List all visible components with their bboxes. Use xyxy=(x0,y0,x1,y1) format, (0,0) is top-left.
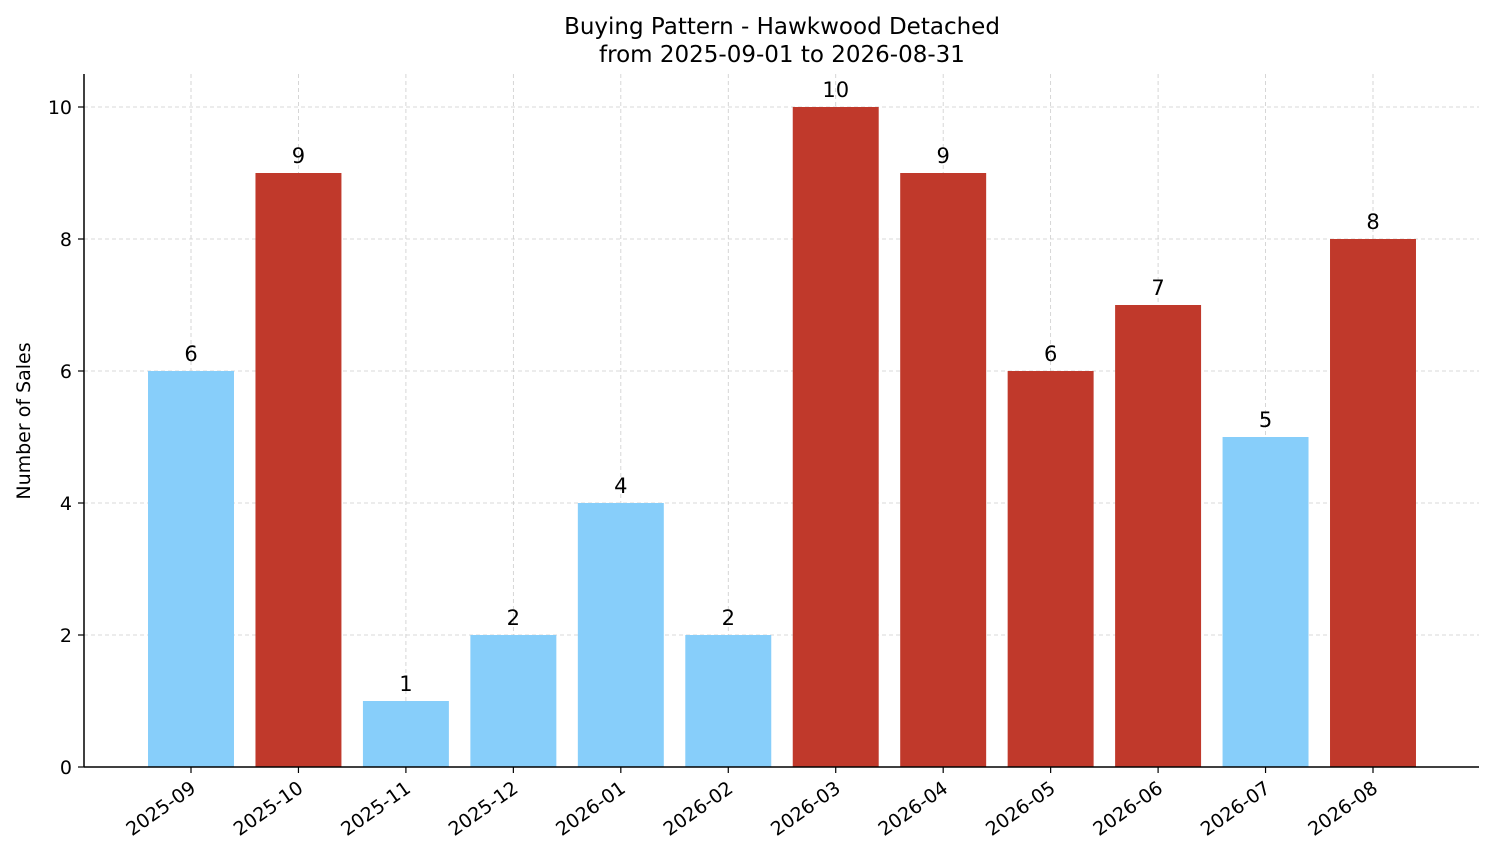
bar xyxy=(1115,305,1202,767)
x-tick-label: 2026-07 xyxy=(1197,777,1275,841)
chart-title: Buying Pattern - Hawkwood Detached xyxy=(564,14,1000,40)
bar-value-label: 5 xyxy=(1259,408,1272,432)
x-tick-label: 2026-01 xyxy=(552,777,630,841)
chart-subtitle: from 2025-09-01 to 2026-08-31 xyxy=(599,42,965,68)
x-tick-label: 2025-11 xyxy=(337,777,415,841)
x-tick-label: 2026-08 xyxy=(1304,777,1382,841)
bar-value-label: 4 xyxy=(614,474,627,498)
bar xyxy=(792,107,879,767)
bar xyxy=(1222,437,1309,767)
x-tick-label: 2026-05 xyxy=(982,777,1060,841)
y-tick-label: 8 xyxy=(60,229,72,251)
y-axis-label: Number of Sales xyxy=(13,342,35,499)
y-tick-label: 2 xyxy=(60,625,72,647)
x-tick-label: 2026-04 xyxy=(874,777,952,841)
bar xyxy=(1330,239,1416,767)
bar-value-label: 2 xyxy=(507,606,520,630)
bar-value-label: 1 xyxy=(399,672,412,696)
x-tick-label: 2026-03 xyxy=(767,777,845,841)
x-tick-label: 2025-12 xyxy=(445,777,523,841)
bar-value-label: 8 xyxy=(1366,210,1379,234)
bars xyxy=(148,107,1416,767)
bar xyxy=(362,701,449,767)
bar xyxy=(1007,371,1094,767)
x-tick-label: 2025-10 xyxy=(230,777,308,841)
bar-value-label: 7 xyxy=(1151,276,1164,300)
x-tick-label: 2026-02 xyxy=(659,777,737,841)
bar-value-label: 9 xyxy=(292,144,305,168)
x-tick-label: 2025-09 xyxy=(122,777,200,841)
bar-value-label: 2 xyxy=(722,606,735,630)
bar-value-label: 10 xyxy=(822,78,849,102)
bar-value-label: 6 xyxy=(1044,342,1057,366)
bar xyxy=(148,371,234,767)
y-tick-label: 10 xyxy=(48,97,72,119)
bar-value-label: 6 xyxy=(184,342,197,366)
x-tick-label: 2026-06 xyxy=(1089,777,1167,841)
y-tick-label: 0 xyxy=(60,757,72,779)
bar-value-label: 9 xyxy=(936,144,949,168)
bar xyxy=(685,635,772,767)
y-tick-label: 4 xyxy=(60,493,72,515)
bar xyxy=(900,173,987,767)
bar xyxy=(577,503,664,767)
bar xyxy=(470,635,557,767)
y-tick-label: 6 xyxy=(60,361,72,383)
bar xyxy=(255,173,342,767)
